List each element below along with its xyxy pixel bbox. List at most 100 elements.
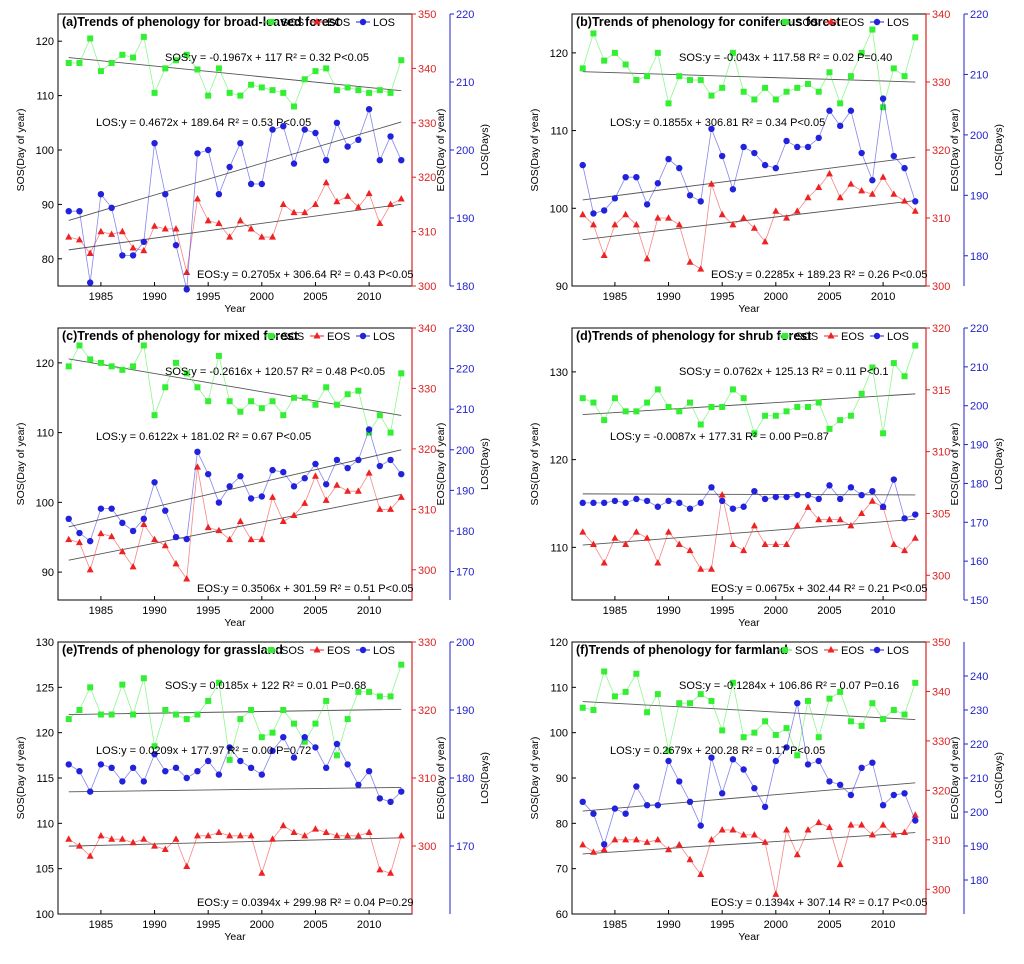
y3-tick-label: 190 — [970, 841, 988, 853]
sos-point — [912, 342, 919, 349]
sos-point — [151, 743, 158, 750]
los-point — [826, 482, 833, 489]
legend-label-sos: SOS — [281, 331, 304, 343]
los-point — [633, 174, 640, 181]
sos-point — [794, 403, 801, 410]
legend-label-eos: EOS — [327, 645, 350, 657]
los-point — [172, 242, 180, 249]
eos-point — [654, 214, 662, 221]
eos-point — [858, 509, 866, 517]
legend-marker-eos — [827, 18, 835, 25]
los-point — [633, 495, 640, 503]
y3-tick-label: 180 — [456, 281, 474, 293]
los-point — [204, 757, 212, 765]
y3-tick-label: 180 — [970, 251, 988, 263]
eos-point — [740, 214, 748, 221]
eos-point — [858, 187, 866, 194]
regression-equation: SOS:y = -0.2616x + 120.57 R² = 0.48 P<0.… — [165, 366, 385, 378]
los-point — [600, 207, 608, 214]
los-point — [76, 208, 83, 215]
los-point — [290, 160, 298, 167]
los-point — [751, 488, 758, 495]
regression-equation: EOS:y = 0.0394x + 299.98 R² = 0.04 P=0.2… — [197, 897, 413, 909]
eos-point — [333, 197, 341, 205]
sos-point — [269, 729, 276, 736]
panel-3: 1985 1990 1995 2000 2005 2010 Year 90 100 110 120 S… — [15, 323, 491, 629]
los-point — [590, 499, 597, 507]
y-tick-label: 120 — [550, 637, 568, 649]
sos-point — [601, 417, 608, 424]
y3-axis-title: LOS(Days) — [993, 438, 1005, 490]
eos-point — [868, 831, 876, 838]
sos-point — [355, 387, 362, 394]
eos-point — [397, 832, 405, 839]
eos-point — [686, 855, 694, 863]
x-tick-label: 1985 — [603, 605, 627, 617]
sos-point — [151, 412, 158, 419]
eos-point — [376, 866, 384, 873]
sos-point — [912, 679, 919, 686]
sos-point — [751, 729, 758, 736]
panel-6: 1985 1990 1995 2000 2005 2010 Year 60 70 80 90 100 1… — [529, 637, 1005, 943]
sos-point — [173, 711, 179, 718]
legend-marker-sos — [268, 647, 274, 653]
sos-point — [633, 408, 640, 415]
los-point — [215, 771, 223, 778]
los-point — [654, 503, 662, 510]
x-tick-label: 1995 — [196, 919, 220, 931]
y-tick-label: 90 — [556, 773, 568, 785]
eos-point — [579, 528, 587, 535]
y2-tick-label: 330 — [418, 383, 436, 395]
los-point — [162, 768, 169, 775]
x-tick-label: 2010 — [871, 291, 895, 303]
sos-line — [68, 35, 402, 108]
y2-tick-label: 320 — [932, 323, 950, 335]
sos-point — [108, 59, 115, 66]
x-tick-label: 2010 — [871, 919, 895, 931]
sos-point — [815, 88, 822, 95]
sos-point — [376, 693, 383, 700]
y3-tick-label: 210 — [456, 404, 474, 416]
trend-line — [582, 200, 916, 241]
los-point — [151, 140, 158, 147]
los-line — [582, 703, 916, 846]
los-point — [237, 757, 244, 765]
y3-tick-label: 170 — [970, 517, 988, 529]
eos-point — [879, 173, 887, 180]
los-point — [183, 286, 190, 293]
los-point — [718, 497, 726, 505]
los-point — [226, 483, 233, 490]
y-tick-label: 110 — [550, 126, 568, 138]
sos-point — [890, 360, 897, 367]
los-point — [151, 479, 158, 486]
y-tick-label: 125 — [36, 682, 54, 694]
eos-point — [665, 528, 673, 535]
los-point — [183, 535, 190, 543]
y3-axis-title: LOS(Days) — [479, 438, 491, 490]
eos-point — [204, 216, 212, 224]
eos-point — [600, 845, 608, 853]
y-tick-label: 100 — [36, 909, 54, 921]
eos-point — [643, 255, 651, 262]
los-point — [344, 761, 351, 768]
sos-point — [826, 69, 833, 76]
los-point — [815, 495, 822, 503]
sos-point — [301, 76, 308, 83]
eos-point — [697, 870, 705, 878]
los-point — [579, 161, 586, 169]
los-point — [890, 152, 898, 160]
sos-point — [344, 84, 351, 91]
y2-tick-label: 300 — [932, 281, 950, 293]
eos-point — [108, 230, 116, 237]
sos-point — [248, 81, 255, 88]
eos-point — [783, 540, 791, 547]
eos-point — [290, 208, 298, 216]
eos-point — [193, 832, 201, 839]
y-tick-label: 120 — [36, 36, 54, 48]
eos-point — [632, 528, 640, 535]
eos-point — [847, 522, 855, 529]
y3-tick-label: 230 — [970, 705, 988, 717]
sos-point — [794, 84, 801, 91]
legend-label-los: LOS — [373, 17, 395, 29]
los-point — [387, 133, 394, 140]
